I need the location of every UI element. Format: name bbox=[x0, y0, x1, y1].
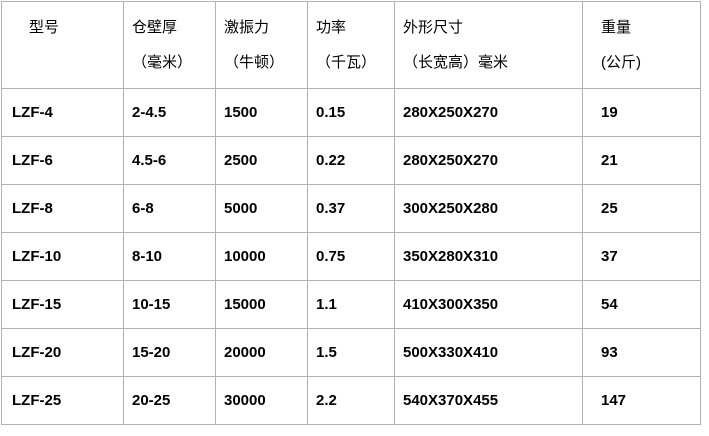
cell-excitation-force: 20000 bbox=[215, 328, 308, 377]
cell-excitation-force: 10000 bbox=[215, 232, 308, 281]
column-header-dimensions-title: 外形尺寸 bbox=[403, 19, 464, 36]
cell-excitation-force: 15000 bbox=[215, 280, 308, 329]
cell-power: 1.5 bbox=[307, 328, 395, 377]
cell-weight: 37 bbox=[582, 232, 701, 281]
cell-weight: 54 bbox=[582, 280, 701, 329]
column-header-wall-thickness: 仓壁厚 （毫米） bbox=[123, 1, 216, 89]
cell-weight: 147 bbox=[582, 376, 701, 425]
column-header-weight-unit: (公斤) bbox=[601, 54, 641, 71]
cell-power: 0.75 bbox=[307, 232, 395, 281]
cell-excitation-force: 1500 bbox=[215, 88, 308, 137]
table-row: LZF-6 4.5-6 2500 0.22 280X250X270 21 bbox=[1, 136, 701, 185]
cell-model: LZF-8 bbox=[1, 184, 124, 233]
cell-weight: 21 bbox=[582, 136, 701, 185]
column-header-wall-thickness-title: 仓壁厚 bbox=[132, 19, 178, 36]
header-row: 型号 仓壁厚 （毫米） 激振力 （牛顿） 功率 （千瓦） 外形尺寸 （长宽 bbox=[1, 1, 701, 89]
cell-model: LZF-10 bbox=[1, 232, 124, 281]
cell-weight: 25 bbox=[582, 184, 701, 233]
cell-dimensions: 280X250X270 bbox=[394, 136, 583, 185]
cell-dimensions: 410X300X350 bbox=[394, 280, 583, 329]
column-header-dimensions: 外形尺寸 （长宽高）毫米 bbox=[394, 1, 583, 89]
cell-dimensions: 300X250X280 bbox=[394, 184, 583, 233]
table-row: LZF-10 8-10 10000 0.75 350X280X310 37 bbox=[1, 232, 701, 281]
cell-power: 0.37 bbox=[307, 184, 395, 233]
cell-model: LZF-25 bbox=[1, 376, 124, 425]
cell-model: LZF-6 bbox=[1, 136, 124, 185]
cell-model: LZF-15 bbox=[1, 280, 124, 329]
cell-dimensions: 540X370X455 bbox=[394, 376, 583, 425]
column-header-wall-thickness-unit: （毫米） bbox=[132, 54, 193, 71]
column-header-power: 功率 （千瓦） bbox=[307, 1, 395, 89]
cell-power: 1.1 bbox=[307, 280, 395, 329]
cell-power: 0.22 bbox=[307, 136, 395, 185]
cell-power: 2.2 bbox=[307, 376, 395, 425]
cell-model: LZF-20 bbox=[1, 328, 124, 377]
cell-wall-thickness: 15-20 bbox=[123, 328, 216, 377]
table-row: LZF-8 6-8 5000 0.37 300X250X280 25 bbox=[1, 184, 701, 233]
column-header-model-title: 型号 bbox=[29, 19, 60, 36]
cell-weight: 93 bbox=[582, 328, 701, 377]
cell-dimensions: 350X280X310 bbox=[394, 232, 583, 281]
cell-dimensions: 500X330X410 bbox=[394, 328, 583, 377]
cell-wall-thickness: 2-4.5 bbox=[123, 88, 216, 137]
column-header-model: 型号 bbox=[1, 1, 124, 89]
column-header-dimensions-unit: （长宽高）毫米 bbox=[403, 54, 509, 71]
table-row: LZF-4 2-4.5 1500 0.15 280X250X270 19 bbox=[1, 88, 701, 137]
spec-table: 型号 仓壁厚 （毫米） 激振力 （牛顿） 功率 （千瓦） 外形尺寸 （长宽 bbox=[1, 1, 701, 425]
column-header-excitation-force-unit: （牛顿） bbox=[224, 54, 285, 71]
cell-weight: 19 bbox=[582, 88, 701, 137]
column-header-excitation-force-title: 激振力 bbox=[224, 19, 270, 36]
cell-dimensions: 280X250X270 bbox=[394, 88, 583, 137]
cell-wall-thickness: 8-10 bbox=[123, 232, 216, 281]
cell-excitation-force: 2500 bbox=[215, 136, 308, 185]
column-header-excitation-force: 激振力 （牛顿） bbox=[215, 1, 308, 89]
column-header-weight: 重量 (公斤) bbox=[582, 1, 701, 89]
column-header-weight-title: 重量 bbox=[601, 19, 632, 36]
cell-wall-thickness: 6-8 bbox=[123, 184, 216, 233]
cell-power: 0.15 bbox=[307, 88, 395, 137]
table-row: LZF-25 20-25 30000 2.2 540X370X455 147 bbox=[1, 376, 701, 425]
cell-wall-thickness: 20-25 bbox=[123, 376, 216, 425]
column-header-power-title: 功率 bbox=[316, 19, 347, 36]
cell-wall-thickness: 10-15 bbox=[123, 280, 216, 329]
cell-excitation-force: 30000 bbox=[215, 376, 308, 425]
cell-wall-thickness: 4.5-6 bbox=[123, 136, 216, 185]
cell-excitation-force: 5000 bbox=[215, 184, 308, 233]
column-header-model-unit bbox=[29, 45, 119, 80]
column-header-power-unit: （千瓦） bbox=[316, 54, 377, 71]
cell-model: LZF-4 bbox=[1, 88, 124, 137]
table-row: LZF-15 10-15 15000 1.1 410X300X350 54 bbox=[1, 280, 701, 329]
table-row: LZF-20 15-20 20000 1.5 500X330X410 93 bbox=[1, 328, 701, 377]
